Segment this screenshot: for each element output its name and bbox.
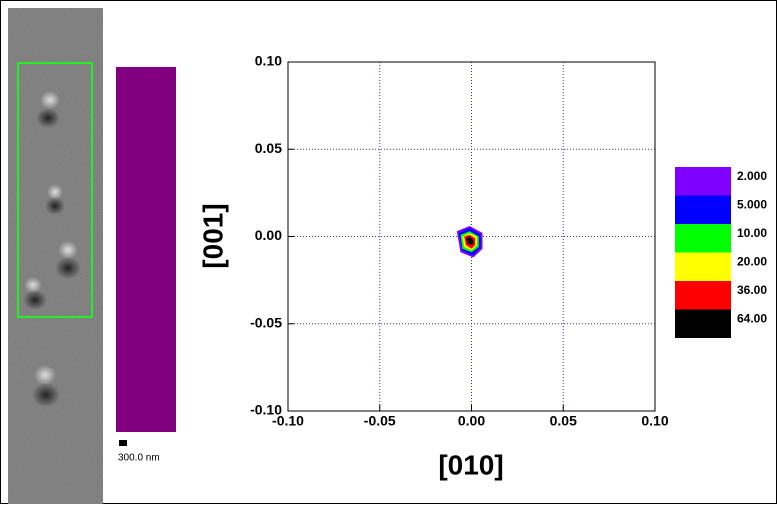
colorbar-label: 64.00 [737, 312, 767, 326]
colorbar-label: 36.00 [737, 283, 767, 297]
colorbar-label: 10.00 [737, 226, 767, 240]
y-tick-label: 0.00 [255, 227, 282, 243]
profile-strip [116, 67, 176, 432]
colorbar-swatch [675, 224, 731, 253]
plot-frame [287, 61, 656, 412]
scale-bar-label: 300.0 nm [118, 453, 160, 464]
colorbar-swatch [675, 195, 731, 224]
y-axis-label: [001] [197, 203, 228, 268]
x-tick-label: 0.10 [641, 413, 668, 429]
contour-level [465, 236, 474, 246]
scale-bar [119, 440, 127, 446]
x-tick-label: 0.05 [550, 413, 577, 429]
colorbar-label: 5.000 [737, 198, 767, 212]
y-tick-label: 0.10 [255, 53, 282, 69]
y-tick-label: -0.10 [250, 402, 282, 418]
colorbar-swatch [675, 167, 731, 196]
x-axis-label: [010] [438, 449, 503, 480]
micrograph [8, 8, 103, 504]
colorbar-swatch [675, 309, 731, 338]
colorbar-label: 20.00 [737, 255, 767, 269]
x-tick-label: -0.10 [272, 413, 304, 429]
y-tick-label: -0.05 [250, 314, 282, 330]
x-tick-label: 0.00 [458, 413, 485, 429]
colorbar-swatch [675, 252, 731, 281]
x-tick-label: -0.05 [364, 413, 396, 429]
colorbar-label: 2.000 [737, 169, 767, 183]
colorbar-swatch [675, 281, 731, 310]
y-tick-label: 0.05 [255, 140, 282, 156]
